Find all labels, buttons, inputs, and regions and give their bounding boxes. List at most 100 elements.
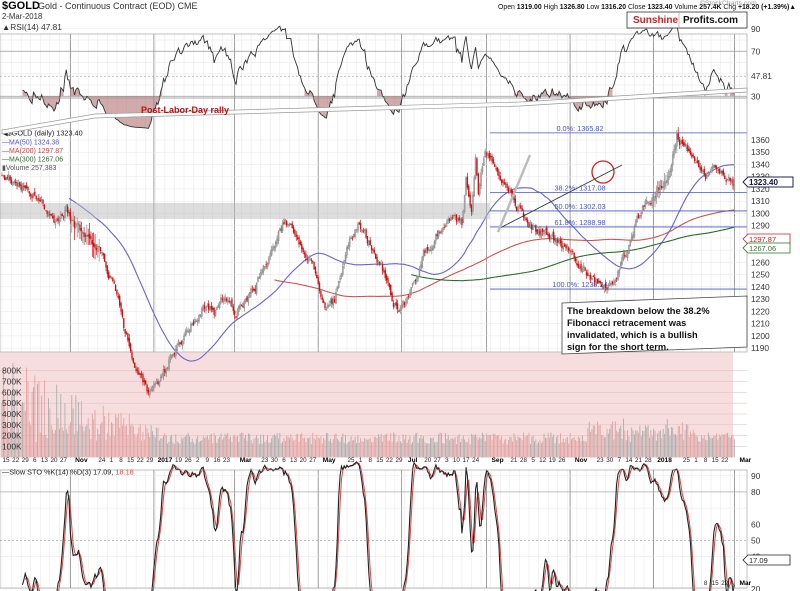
svg-text:Gold - Continuous Contract (EO: Gold - Continuous Contract (EOD) CME [38,1,198,11]
svg-text:15: 15 [3,457,11,464]
svg-text:―MA(50) 1324.38: ―MA(50) 1324.38 [2,140,59,147]
svg-text:―MA(300) 1267.06: ―MA(300) 1267.06 [2,157,63,164]
svg-text:1267.06: 1267.06 [749,244,776,253]
svg-text:15: 15 [712,580,720,587]
svg-text:2-Mar-2018: 2-Mar-2018 [2,12,42,21]
svg-text:1340: 1340 [751,159,770,169]
svg-text:8: 8 [704,457,708,464]
svg-text:27: 27 [60,457,68,464]
svg-text:12: 12 [539,457,547,464]
svg-text:1360: 1360 [751,135,770,145]
svg-text:$GOLD: $GOLD [2,0,40,12]
svg-text:7: 7 [618,457,622,464]
svg-text:sign for the short term.: sign for the short term. [567,342,669,352]
svg-text:1220: 1220 [751,306,770,316]
svg-text:15: 15 [376,457,384,464]
svg-text:19: 19 [175,457,183,464]
svg-text:20: 20 [424,457,432,464]
svg-text:20: 20 [50,457,58,464]
svg-text:28: 28 [645,457,653,464]
svg-text:15: 15 [127,457,135,464]
svg-text:90: 90 [751,471,761,481]
svg-text:13: 13 [41,457,49,464]
svg-text:50.0%: 1302.03: 50.0%: 1302.03 [554,202,605,211]
svg-text:30: 30 [751,91,761,101]
svg-text:17.09: 17.09 [749,556,768,565]
svg-text:10: 10 [453,457,461,464]
svg-text:1260: 1260 [751,257,770,267]
svg-text:30: 30 [271,457,279,464]
svg-text:2018: 2018 [657,457,672,464]
svg-text:May: May [323,457,336,464]
svg-text:25: 25 [348,457,356,464]
svg-text:100K: 100K [2,441,22,451]
svg-text:47.81: 47.81 [751,71,772,81]
svg-text:1230: 1230 [751,294,770,304]
svg-text:Post-Labor-Day rally: Post-Labor-Day rally [141,105,229,115]
svg-text:400K: 400K [2,409,22,419]
svg-text:0.0%: 1365.82: 0.0%: 1365.82 [556,124,603,133]
svg-text:8: 8 [119,457,123,464]
svg-text:2: 2 [196,457,200,464]
svg-text:700K: 700K [2,376,22,386]
svg-text:28: 28 [520,457,528,464]
svg-text:20: 20 [751,584,761,591]
svg-text:1323.40: 1323.40 [749,178,778,187]
svg-text:60: 60 [751,519,761,529]
svg-text:1200: 1200 [751,331,770,341]
svg-text:©StockCharts.com: ©StockCharts.com [700,0,757,7]
svg-text:6: 6 [282,457,286,464]
svg-text:300K: 300K [2,420,22,430]
svg-text:1210: 1210 [751,319,770,329]
svg-text:25: 25 [683,457,691,464]
svg-text:30: 30 [606,457,614,464]
svg-text:Sunshine: Sunshine [633,15,678,26]
svg-text:Nov: Nov [75,457,88,464]
svg-text:22: 22 [721,580,729,587]
svg-text:8: 8 [368,457,372,464]
svg-text:22: 22 [137,457,145,464]
svg-text:29: 29 [22,457,30,464]
svg-text:22: 22 [12,457,20,464]
svg-text:29: 29 [395,457,403,464]
svg-text:5: 5 [531,457,535,464]
svg-text:3: 3 [445,457,449,464]
svg-text:23: 23 [597,457,605,464]
svg-text:26: 26 [558,457,566,464]
svg-text:19: 19 [549,457,557,464]
svg-text:90: 90 [751,24,761,34]
svg-text:14: 14 [625,457,633,464]
svg-text:22: 22 [721,457,729,464]
svg-text:―MA(200) 1297.87: ―MA(200) 1297.87 [2,148,63,155]
svg-text:Profits.com: Profits.com [683,15,738,26]
svg-text:1310: 1310 [751,196,770,206]
svg-text:600K: 600K [2,387,22,397]
svg-text:22: 22 [386,457,394,464]
svg-text:1300: 1300 [751,208,770,218]
svg-text:Mar: Mar [739,457,751,464]
svg-text:▮Volume 257,383: ▮Volume 257,383 [2,165,57,172]
svg-text:1350: 1350 [751,147,770,157]
svg-text:800K: 800K [2,366,22,376]
svg-text:1: 1 [110,457,114,464]
svg-text:1: 1 [359,457,363,464]
svg-text:26: 26 [185,457,193,464]
svg-text:Nov: Nov [575,457,588,464]
svg-text:23: 23 [223,457,231,464]
svg-text:invalidated, which is a bullis: invalidated, which is a bullish [567,330,698,340]
svg-text:1290: 1290 [751,221,770,231]
svg-text:The breakdown below the 38.2%: The breakdown below the 38.2% [567,306,710,316]
svg-text:17: 17 [463,457,471,464]
svg-text:13: 13 [290,457,298,464]
svg-text:▲RSI(14) 47.81: ▲RSI(14) 47.81 [2,22,62,32]
svg-text:38.2%: 1317.08: 38.2%: 1317.08 [554,184,605,193]
svg-text:80: 80 [751,487,761,497]
svg-text:200K: 200K [2,431,22,441]
svg-text:23: 23 [261,457,269,464]
svg-text:29: 29 [146,457,154,464]
svg-text:21: 21 [510,457,518,464]
svg-text:1: 1 [694,457,698,464]
svg-text:50: 50 [751,535,761,545]
svg-text:20: 20 [300,457,308,464]
svg-text:6: 6 [33,457,37,464]
